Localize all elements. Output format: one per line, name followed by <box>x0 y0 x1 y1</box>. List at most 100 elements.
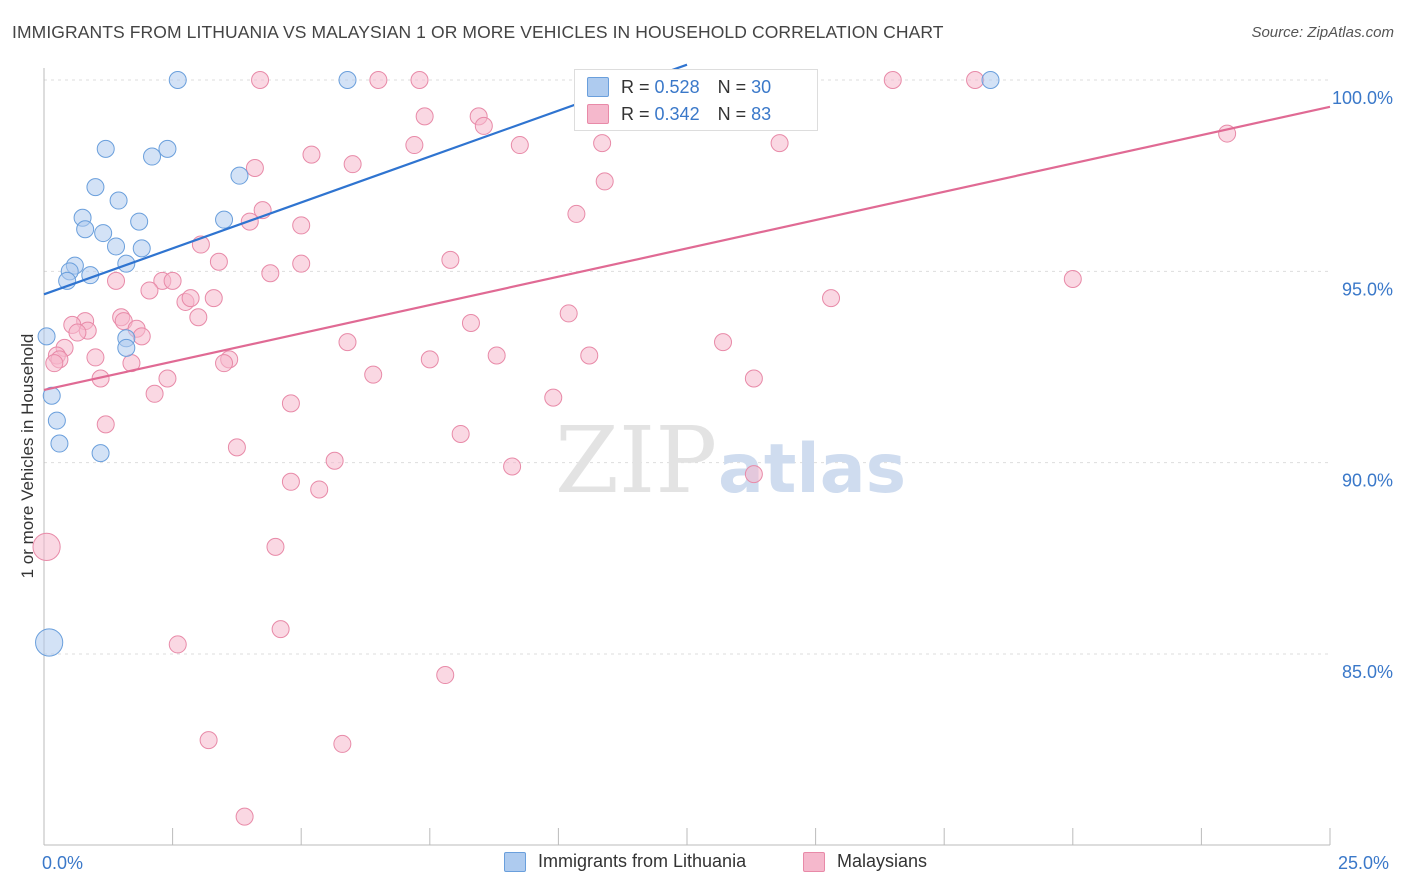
malaysians-point <box>966 71 985 89</box>
lithuania-point <box>47 411 66 430</box>
malaysians-point <box>714 333 733 352</box>
y-tick-label: 95.0% <box>1342 279 1393 299</box>
legend-row-malaysians: R = 0.342 N = 83 <box>587 101 771 127</box>
malaysians-trend-line <box>43 105 1331 392</box>
malaysians-point <box>544 388 563 407</box>
lithuania-point <box>86 178 105 197</box>
malaysians-point <box>333 734 352 753</box>
malaysians-point <box>68 323 87 342</box>
malaysians-point <box>822 289 841 308</box>
malaysians-point <box>189 308 208 327</box>
malaysians-point <box>302 145 321 164</box>
lithuania-point <box>91 444 110 463</box>
malaysians-point <box>86 348 105 367</box>
malaysians-point <box>181 289 200 308</box>
malaysians-point <box>235 807 254 826</box>
legend-n-value: 83 <box>751 103 772 124</box>
malaysians-point <box>215 354 234 373</box>
malaysians-point <box>461 313 480 332</box>
malaysians-point <box>420 350 439 369</box>
lithuania-point <box>109 191 128 210</box>
legend-label-lithuania: Immigrants from Lithuania <box>538 851 747 871</box>
malaysians-point <box>441 250 460 269</box>
malaysians-point <box>451 424 470 443</box>
x-tick-label-min: 0.0% <box>42 853 84 873</box>
zipatlas-watermark: ZIP atlas <box>555 407 906 514</box>
malaysians-point <box>266 537 285 556</box>
malaysians-point <box>325 451 344 470</box>
malaysians-point <box>580 346 599 365</box>
lithuania-point <box>158 139 177 158</box>
stats-legend: R = 0.528 N = 30 R = 0.342 N = 83 <box>574 69 818 131</box>
lithuania-point <box>143 147 162 166</box>
malaysians-point <box>744 465 763 484</box>
y-tick-label: 100.0% <box>1332 88 1393 108</box>
malaysians-point <box>199 731 218 750</box>
malaysians-point <box>567 204 586 223</box>
y-tick-label: 90.0% <box>1342 471 1393 491</box>
malaysians-point <box>510 136 529 155</box>
malaysians-point <box>310 480 329 499</box>
lithuania-point <box>96 139 115 158</box>
malaysians-point <box>281 394 300 413</box>
malaysians-point <box>158 369 177 388</box>
legend-r-label: R = <box>621 103 650 124</box>
legend-n-label: N = <box>717 76 747 97</box>
bottom-legend-malaysians[interactable]: Malaysians <box>803 851 927 872</box>
malaysians-point <box>204 289 223 308</box>
lithuania-point <box>130 212 149 231</box>
malaysians-point <box>271 620 290 639</box>
legend-label-malaysians: Malaysians <box>837 851 928 871</box>
malaysians-point <box>292 216 311 235</box>
legend-swatch-blue <box>504 851 526 872</box>
malaysians-point <box>281 472 300 491</box>
lithuania-point <box>117 338 136 357</box>
malaysians-point <box>410 71 429 89</box>
malaysians-point <box>107 271 126 290</box>
malaysians-point <box>209 252 228 271</box>
y-axis-label: 1 or more Vehicles in Household <box>18 333 37 579</box>
malaysians-point <box>559 304 578 323</box>
malaysians-point <box>436 666 455 685</box>
malaysians-point <box>1063 269 1082 288</box>
malaysians-point <box>45 354 64 373</box>
malaysians-point <box>145 384 164 403</box>
lithuania-point <box>76 220 95 239</box>
malaysians-point <box>369 71 388 89</box>
malaysians-point <box>245 159 264 178</box>
malaysians-point <box>474 116 493 135</box>
lithuania-point <box>338 71 357 89</box>
lithuania-point <box>50 434 69 453</box>
lithuania-point <box>94 224 113 243</box>
malaysians-point <box>595 172 614 191</box>
malaysians-point <box>32 532 61 561</box>
lithuania-point <box>117 254 136 273</box>
legend-swatch-pink <box>587 104 609 124</box>
legend-swatch-pink <box>803 851 825 872</box>
source-credit: Source: ZipAtlas.com <box>1251 24 1394 41</box>
malaysians-point <box>405 136 424 155</box>
malaysians-point <box>140 281 159 300</box>
malaysians-point <box>364 365 383 384</box>
malaysians-point <box>251 71 270 89</box>
legend-n-label: N = <box>717 103 747 124</box>
malaysians-point <box>883 71 902 89</box>
lithuania-point <box>107 237 126 256</box>
malaysians-point <box>338 333 357 352</box>
malaysians-point <box>292 254 311 273</box>
malaysians-point <box>227 438 246 457</box>
malaysians-point <box>744 369 763 388</box>
legend-r-value: 0.342 <box>654 103 700 124</box>
legend-r-value: 0.528 <box>654 76 700 97</box>
lithuania-point <box>132 239 151 258</box>
lithuania-point <box>35 628 64 657</box>
lithuania-point <box>981 71 1000 89</box>
malaysians-point <box>593 134 612 153</box>
legend-r-label: R = <box>621 76 650 97</box>
legend-n-value: 30 <box>751 76 772 97</box>
lithuania-point <box>37 327 56 346</box>
watermark-zip: ZIP <box>555 407 717 514</box>
malaysians-point <box>96 415 115 434</box>
bottom-legend-lithuania[interactable]: Immigrants from Lithuania <box>504 851 746 872</box>
